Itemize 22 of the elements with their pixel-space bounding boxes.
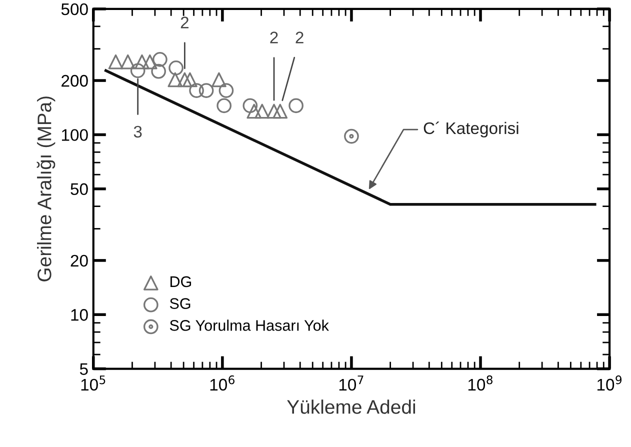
x-tick-label: 10$^{5}$ — [81, 376, 106, 391]
annotation: C´ Kategorisi — [424, 122, 518, 138]
x-tick-label: 10$^{7}$ — [339, 376, 364, 391]
y-tick-label: 20 — [70, 254, 88, 267]
x-axis-title: Yükleme Adedi — [287, 400, 416, 414]
y-tick-label: 10 — [71, 309, 88, 321]
x-tick-label: 10$^{8}$ — [468, 375, 492, 391]
y-axis-title: Gerilme Aralığı (MPa) — [36, 96, 56, 282]
legend-label: SG Yorulma Hasarı Yok — [170, 320, 329, 331]
y-tick-label: 500 — [61, 3, 88, 16]
y-tick-label: 50 — [70, 183, 88, 196]
annotation: 3 — [134, 126, 142, 138]
annotation: 2 — [296, 32, 304, 44]
annotation: 2 — [270, 32, 278, 44]
y-tick-label: 100 — [62, 129, 88, 141]
legend-label: DG — [170, 276, 192, 288]
legend-label: SG — [170, 298, 190, 309]
x-tick-label: 10$^{9}$ — [597, 375, 622, 391]
y-tick-label: 200 — [62, 74, 88, 87]
y-tick-label: 5 — [80, 363, 88, 375]
annotation: 2 — [180, 16, 188, 28]
x-tick-label: 10$^{6}$ — [210, 375, 234, 391]
